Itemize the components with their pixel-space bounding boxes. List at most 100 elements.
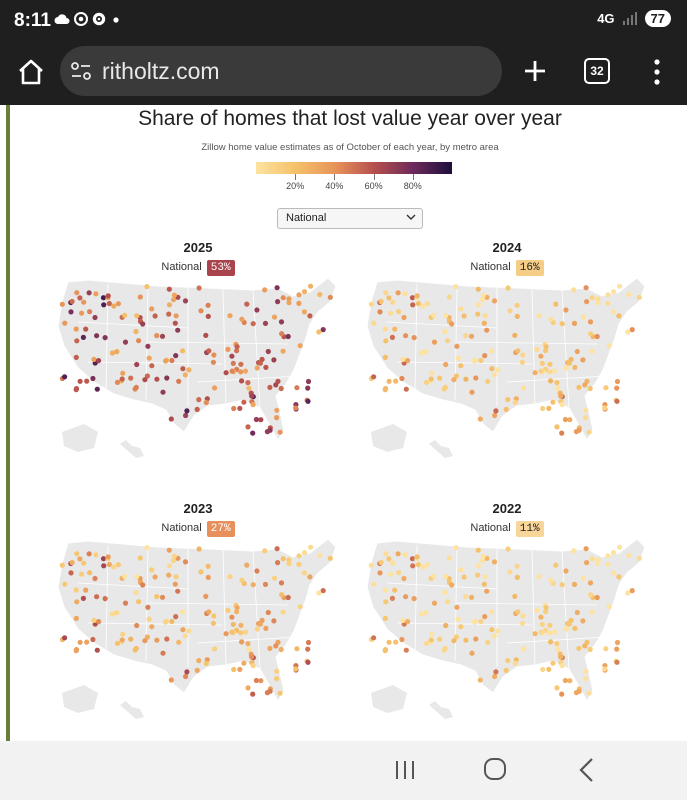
- metro-dot: [81, 560, 87, 566]
- metro-dot: [539, 621, 545, 627]
- metro-dot: [274, 407, 280, 413]
- metro-dot: [106, 561, 112, 568]
- metro-dot: [625, 329, 631, 335]
- metro-dot: [378, 298, 384, 305]
- metro-dot: [231, 405, 237, 412]
- metro-dot: [68, 570, 74, 576]
- metro-dot: [262, 320, 269, 326]
- metro-dot: [485, 639, 491, 645]
- metro-dot: [111, 564, 117, 570]
- legend-tick: [412, 174, 414, 180]
- more-menu-icon[interactable]: [648, 58, 666, 86]
- us-metro-map: [57, 277, 337, 458]
- metro-dot: [115, 301, 121, 307]
- site-settings-icon[interactable]: [70, 60, 92, 82]
- metro-dot: [493, 669, 499, 675]
- metro-dot: [562, 677, 568, 684]
- metro-dot: [242, 629, 249, 635]
- metro-dot: [69, 298, 75, 305]
- metro-dot: [411, 335, 417, 341]
- metro-dot: [606, 604, 612, 610]
- metro-dot: [166, 286, 172, 292]
- metro-dot: [547, 361, 553, 367]
- metro-dot: [614, 378, 621, 385]
- metro-dot: [176, 378, 182, 384]
- metro-dot: [102, 335, 108, 341]
- metro-dot: [583, 676, 589, 682]
- state-border: [222, 549, 227, 666]
- metro-dot: [74, 338, 80, 344]
- metro-dot: [274, 415, 280, 421]
- metro-dot: [250, 402, 256, 408]
- home-nav-icon[interactable]: [483, 757, 507, 781]
- new-tab-icon[interactable]: [520, 56, 550, 86]
- metro-dot: [297, 343, 303, 349]
- metro-dot: [551, 629, 558, 635]
- metro-dot: [396, 570, 402, 576]
- back-icon[interactable]: [575, 757, 599, 783]
- metro-dot: [278, 646, 284, 653]
- metro-dot: [180, 366, 186, 372]
- metro-dot: [105, 293, 111, 299]
- browser-toolbar: ritholtz.com 32: [0, 40, 687, 105]
- metro-dot: [572, 625, 578, 631]
- panel-year: 2022: [492, 501, 522, 516]
- metro-dot: [547, 369, 553, 375]
- metro-dot: [196, 285, 202, 291]
- map-panel-2023: 2023 National 27%: [48, 501, 348, 741]
- metro-dot: [166, 572, 172, 578]
- metro-dot: [84, 639, 90, 645]
- metro-dot: [610, 309, 616, 315]
- metro-dot: [93, 291, 99, 297]
- metro-dot: [614, 385, 620, 391]
- metro-dot: [428, 637, 434, 643]
- metro-dot: [453, 545, 459, 551]
- metro-dot: [146, 355, 152, 361]
- metro-dot: [605, 300, 611, 306]
- metro-dot: [250, 582, 256, 588]
- metro-dot: [293, 405, 299, 411]
- legend-tick-label: 80%: [403, 181, 422, 191]
- metro-dot: [512, 332, 518, 338]
- metro-dot: [574, 609, 580, 616]
- metro-dot: [92, 314, 98, 321]
- state-border: [456, 341, 598, 345]
- metro-dot: [554, 424, 560, 430]
- metro-dot: [74, 290, 80, 296]
- metro-dot: [245, 380, 251, 386]
- metro-dot: [210, 359, 216, 365]
- metro-dot: [205, 574, 211, 580]
- metro-dot: [548, 378, 554, 384]
- metro-dot: [73, 354, 79, 360]
- metro-dot: [279, 592, 285, 598]
- metro-dot: [550, 399, 556, 405]
- metro-dot: [59, 301, 65, 307]
- metro-dot: [239, 378, 245, 384]
- metro-dot: [286, 561, 292, 567]
- metro-dot: [573, 429, 579, 435]
- metro-dot: [514, 563, 520, 569]
- metro-dot: [137, 555, 143, 561]
- tab-switcher-button[interactable]: 32: [584, 58, 610, 84]
- metro-dot: [493, 408, 499, 414]
- home-icon[interactable]: [16, 57, 46, 87]
- metro-dot: [532, 631, 538, 637]
- address-bar[interactable]: ritholtz.com: [60, 46, 502, 96]
- metro-dot: [614, 659, 620, 665]
- cloud-icon: [54, 14, 70, 24]
- metro-dot: [610, 570, 616, 576]
- recents-icon[interactable]: [393, 759, 417, 781]
- metro-dot: [589, 295, 595, 301]
- metro-dot: [489, 348, 495, 354]
- metro-dot: [395, 551, 401, 557]
- region-select[interactable]: National: [277, 208, 423, 229]
- metro-dot: [227, 313, 233, 319]
- metro-dot: [475, 563, 482, 569]
- metro-dot: [617, 544, 623, 550]
- metro-dot: [393, 639, 399, 645]
- url-text[interactable]: ritholtz.com: [102, 58, 220, 84]
- metro-dot: [230, 621, 236, 627]
- metro-dot: [583, 407, 589, 413]
- metro-dot: [92, 575, 98, 582]
- metro-dot: [229, 353, 235, 359]
